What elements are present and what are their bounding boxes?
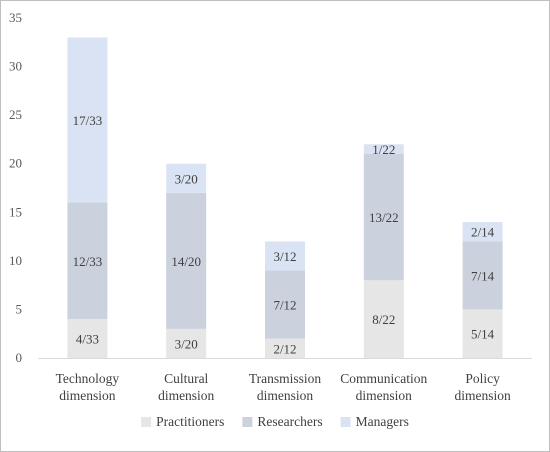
category-label: Cultural dimension <box>158 371 214 403</box>
bar-segment-practitioners <box>67 319 108 358</box>
bar-segment-managers <box>462 222 503 242</box>
bar-segment-practitioners <box>462 309 503 358</box>
data-label: 5/14 <box>471 327 495 342</box>
bar-segment-managers <box>363 144 404 154</box>
legend-label-managers: Managers <box>356 414 409 429</box>
data-label: 14/20 <box>171 254 201 269</box>
bar-segment-researchers <box>265 270 305 339</box>
data-label: 3/12 <box>273 249 296 264</box>
data-label: 7/14 <box>471 268 495 283</box>
y-tick-label: 30 <box>9 59 22 74</box>
data-label: 3/20 <box>175 171 198 186</box>
y-tick-label: 0 <box>16 350 23 365</box>
legend-label-practitioners: Practitioners <box>156 414 224 429</box>
bar-segment-researchers <box>363 154 404 281</box>
bar-segment-researchers <box>462 241 503 310</box>
legend-swatch-practitioners <box>141 417 152 427</box>
data-label: 3/20 <box>175 336 198 351</box>
data-label: 8/22 <box>372 312 395 327</box>
y-tick-label: 20 <box>9 156 22 171</box>
bar-segment-practitioners <box>265 338 305 358</box>
data-label: 2/14 <box>471 225 495 240</box>
data-label: 4/33 <box>76 332 99 347</box>
data-label: 2/12 <box>273 341 296 356</box>
data-label: 13/22 <box>369 210 399 225</box>
data-label: 7/12 <box>273 298 296 313</box>
category-label: Transmission dimension <box>249 371 322 403</box>
y-tick-label: 15 <box>9 204 22 219</box>
legend-label-researchers: Researchers <box>257 414 322 429</box>
legend-swatch-managers <box>340 417 351 427</box>
bar-segment-practitioners <box>166 328 207 358</box>
legend-swatch-researchers <box>242 417 253 427</box>
data-label: 17/33 <box>73 113 103 128</box>
data-label: 1/22 <box>372 142 395 157</box>
y-tick-label: 35 <box>9 10 22 25</box>
y-tick-label: 10 <box>9 253 22 268</box>
bar-segment-managers <box>166 163 207 193</box>
bar-segment-practitioners <box>363 280 404 358</box>
bar-segment-managers <box>265 241 305 271</box>
bar-segment-managers <box>67 37 108 203</box>
bar-segment-researchers <box>166 192 207 329</box>
data-label: 12/33 <box>73 254 103 269</box>
y-tick-label: 5 <box>16 301 23 316</box>
category-label: Policy dimension <box>454 371 510 403</box>
category-label: Technology dimension <box>56 371 120 403</box>
bar-segment-researchers <box>67 202 108 320</box>
category-label: Communication dimension <box>340 371 427 403</box>
y-tick-label: 25 <box>9 107 22 122</box>
